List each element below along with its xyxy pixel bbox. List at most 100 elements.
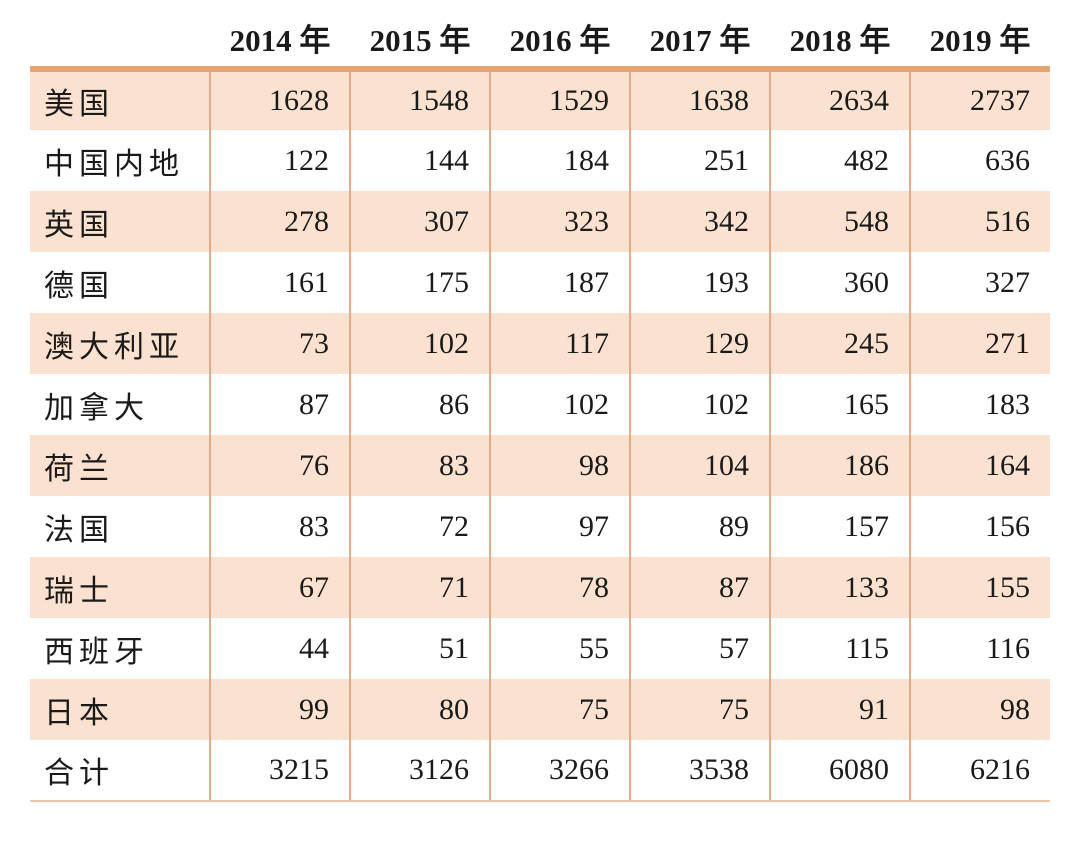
cell: 3126 xyxy=(349,740,490,802)
cell: 271 xyxy=(909,313,1050,374)
cell: 2737 xyxy=(909,66,1050,130)
cell: 57 xyxy=(629,618,770,679)
table-row-switzerland: 瑞士 67 71 78 87 133 155 xyxy=(30,557,1050,618)
cell: 117 xyxy=(489,313,630,374)
cell: 78 xyxy=(489,557,630,618)
table-row-france: 法国 83 72 97 89 157 156 xyxy=(30,496,1050,557)
header-year-2019: 2019 年 xyxy=(910,8,1050,69)
cell: 1529 xyxy=(489,66,630,130)
cell: 516 xyxy=(909,191,1050,252)
row-label: 瑞士 xyxy=(30,557,210,618)
cell: 115 xyxy=(769,618,910,679)
row-label: 合计 xyxy=(30,740,210,802)
cell: 165 xyxy=(769,374,910,435)
cell: 99 xyxy=(209,679,350,740)
cell: 98 xyxy=(489,435,630,496)
cell: 251 xyxy=(629,130,770,191)
cell: 102 xyxy=(489,374,630,435)
table-row-netherlands: 荷兰 76 83 98 104 186 164 xyxy=(30,435,1050,496)
cell: 83 xyxy=(209,496,350,557)
cell: 122 xyxy=(209,130,350,191)
row-label: 英国 xyxy=(30,191,210,252)
cell: 278 xyxy=(209,191,350,252)
header-year-2014: 2014 年 xyxy=(210,8,350,69)
cell: 161 xyxy=(209,252,350,313)
cell: 183 xyxy=(909,374,1050,435)
cell: 156 xyxy=(909,496,1050,557)
header-row: 2014 年 2015 年 2016 年 2017 年 2018 年 2019 … xyxy=(30,8,1050,69)
cell: 76 xyxy=(209,435,350,496)
table-row-spain: 西班牙 44 51 55 57 115 116 xyxy=(30,618,1050,679)
cell: 187 xyxy=(489,252,630,313)
cell: 98 xyxy=(909,679,1050,740)
cell: 133 xyxy=(769,557,910,618)
table-row-usa: 美国 1628 1548 1529 1638 2634 2737 xyxy=(30,66,1050,130)
cell: 97 xyxy=(489,496,630,557)
cell: 307 xyxy=(349,191,490,252)
cell: 3266 xyxy=(489,740,630,802)
table-row-australia: 澳大利亚 73 102 117 129 245 271 xyxy=(30,313,1050,374)
cell: 3215 xyxy=(209,740,350,802)
cell: 184 xyxy=(489,130,630,191)
cell: 129 xyxy=(629,313,770,374)
data-table: 2014 年 2015 年 2016 年 2017 年 2018 年 2019 … xyxy=(30,8,1050,802)
cell: 1638 xyxy=(629,66,770,130)
cell: 102 xyxy=(349,313,490,374)
cell: 193 xyxy=(629,252,770,313)
cell: 6216 xyxy=(909,740,1050,802)
cell: 360 xyxy=(769,252,910,313)
cell: 86 xyxy=(349,374,490,435)
cell: 2634 xyxy=(769,66,910,130)
cell: 548 xyxy=(769,191,910,252)
row-label: 德国 xyxy=(30,252,210,313)
table-row-canada: 加拿大 87 86 102 102 165 183 xyxy=(30,374,1050,435)
cell: 157 xyxy=(769,496,910,557)
cell: 245 xyxy=(769,313,910,374)
cell: 6080 xyxy=(769,740,910,802)
cell: 72 xyxy=(349,496,490,557)
cell: 51 xyxy=(349,618,490,679)
table-row-japan: 日本 99 80 75 75 91 98 xyxy=(30,679,1050,740)
row-label: 法国 xyxy=(30,496,210,557)
cell: 175 xyxy=(349,252,490,313)
header-year-2015: 2015 年 xyxy=(350,8,490,69)
cell: 91 xyxy=(769,679,910,740)
row-label: 美国 xyxy=(30,66,210,130)
cell: 87 xyxy=(629,557,770,618)
cell: 102 xyxy=(629,374,770,435)
row-label: 澳大利亚 xyxy=(30,313,210,374)
cell: 55 xyxy=(489,618,630,679)
cell: 164 xyxy=(909,435,1050,496)
cell: 155 xyxy=(909,557,1050,618)
row-label: 加拿大 xyxy=(30,374,210,435)
cell: 186 xyxy=(769,435,910,496)
header-corner-blank xyxy=(30,8,210,69)
table-row-total: 合计 3215 3126 3266 3538 6080 6216 xyxy=(30,740,1050,802)
header-year-2018: 2018 年 xyxy=(770,8,910,69)
table-row-germany: 德国 161 175 187 193 360 327 xyxy=(30,252,1050,313)
cell: 89 xyxy=(629,496,770,557)
cell: 636 xyxy=(909,130,1050,191)
cell: 87 xyxy=(209,374,350,435)
table-row-china-mainland: 中国内地 122 144 184 251 482 636 xyxy=(30,130,1050,191)
cell: 116 xyxy=(909,618,1050,679)
cell: 327 xyxy=(909,252,1050,313)
cell: 3538 xyxy=(629,740,770,802)
cell: 67 xyxy=(209,557,350,618)
cell: 73 xyxy=(209,313,350,374)
row-label: 日本 xyxy=(30,679,210,740)
cell: 482 xyxy=(769,130,910,191)
cell: 83 xyxy=(349,435,490,496)
header-year-2017: 2017 年 xyxy=(630,8,770,69)
cell: 1548 xyxy=(349,66,490,130)
header-year-2016: 2016 年 xyxy=(490,8,630,69)
cell: 75 xyxy=(489,679,630,740)
cell: 75 xyxy=(629,679,770,740)
cell: 323 xyxy=(489,191,630,252)
row-label: 中国内地 xyxy=(30,130,210,191)
table-row-uk: 英国 278 307 323 342 548 516 xyxy=(30,191,1050,252)
row-label: 荷兰 xyxy=(30,435,210,496)
cell: 80 xyxy=(349,679,490,740)
statistics-table-wrap: 2014 年 2015 年 2016 年 2017 年 2018 年 2019 … xyxy=(30,8,1050,802)
cell: 71 xyxy=(349,557,490,618)
